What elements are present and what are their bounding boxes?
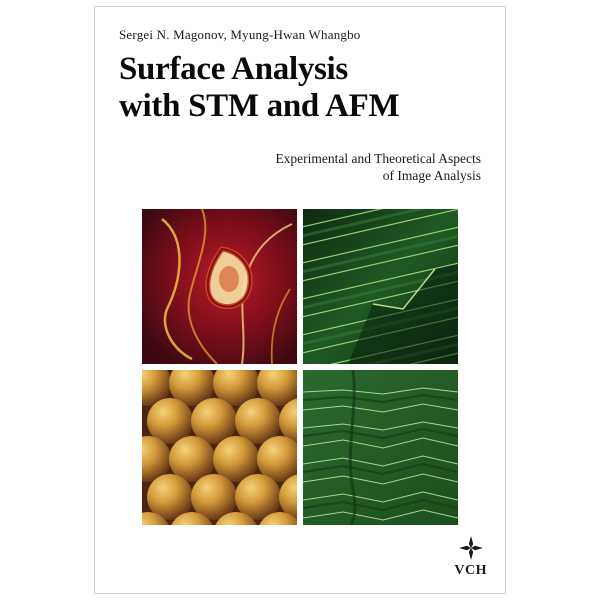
cover-image-grid — [142, 209, 458, 525]
subtitle-line-2: of Image Analysis — [95, 168, 481, 185]
authors-line: Sergei N. Magonov, Myung-Hwan Whangbo — [95, 7, 505, 43]
grid-cell-top-left — [142, 209, 297, 364]
grid-cell-top-right — [303, 209, 458, 364]
publisher-block: VCH — [454, 535, 487, 579]
title-block: Surface Analysis with STM and AFM — [95, 43, 505, 125]
title-line-2: with STM and AFM — [119, 88, 481, 125]
grid-cell-bottom-right — [303, 370, 458, 525]
publisher-logo-icon — [458, 535, 484, 561]
subtitle-line-1: Experimental and Theoretical Aspects — [95, 151, 481, 168]
title-line-1: Surface Analysis — [119, 51, 481, 88]
microscopy-image-icon — [142, 370, 297, 525]
grid-cell-bottom-left — [142, 370, 297, 525]
microscopy-image-icon — [303, 209, 458, 364]
book-cover: Sergei N. Magonov, Myung-Hwan Whangbo Su… — [94, 6, 506, 594]
microscopy-image-icon — [303, 370, 458, 525]
subtitle-block: Experimental and Theoretical Aspects of … — [95, 125, 505, 185]
microscopy-image-icon — [142, 209, 297, 364]
publisher-name: VCH — [454, 563, 487, 579]
